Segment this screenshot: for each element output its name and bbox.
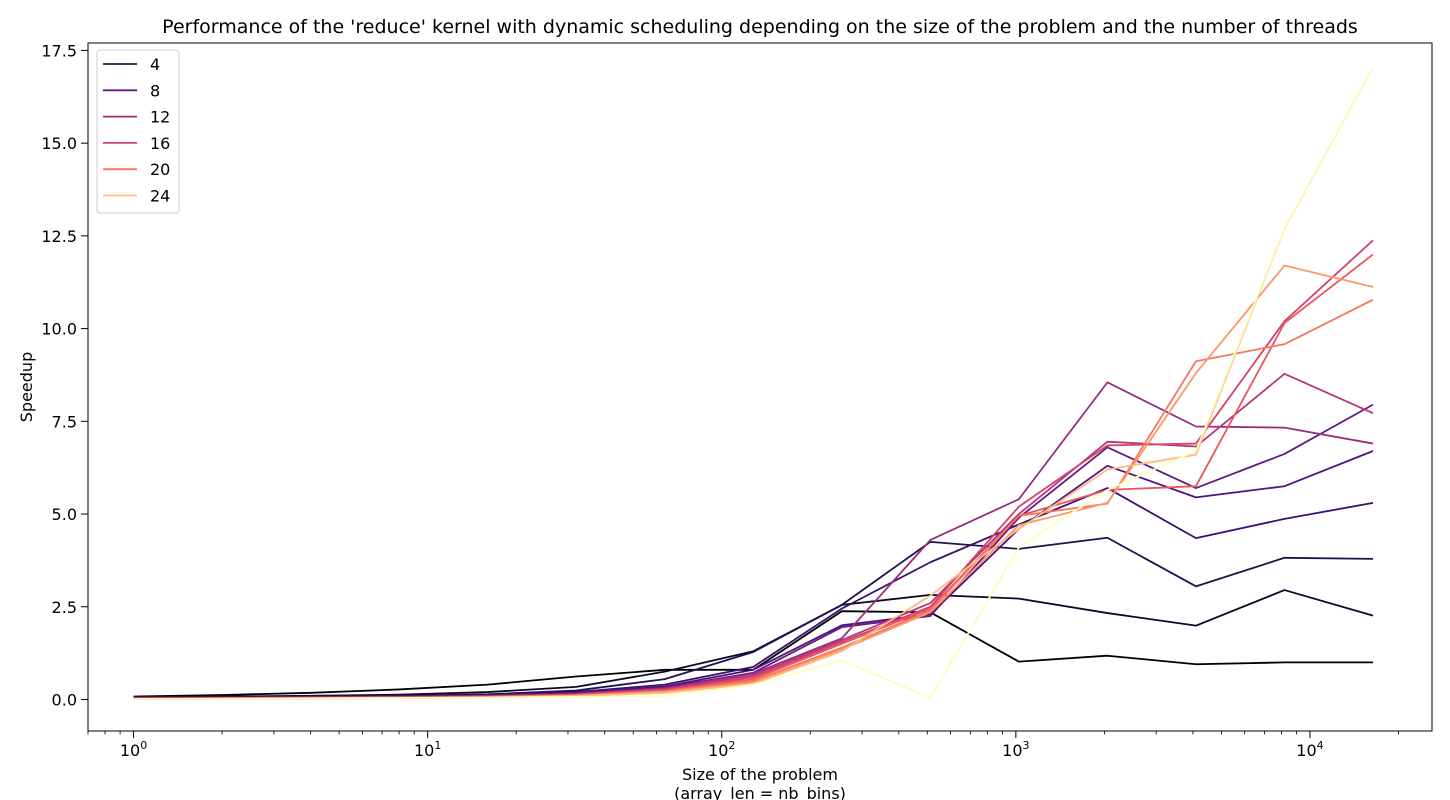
series-line xyxy=(133,66,1374,700)
y-tick-label: 12.5 xyxy=(41,227,77,246)
series-line xyxy=(133,239,1374,700)
plot-lines xyxy=(133,66,1374,700)
legend-label: 4 xyxy=(150,55,160,74)
y-axis-ticks: 0.0 2.5 5.0 7.5 10.0 12.5 15.0 17.5 xyxy=(41,41,88,709)
x-tick-label: 103 xyxy=(1002,739,1029,760)
series-line xyxy=(133,450,1374,699)
y-tick-label: 10.0 xyxy=(41,320,77,339)
series-line xyxy=(133,403,1374,699)
chart-title: Performance of the 'reduce' kernel with … xyxy=(162,16,1358,38)
series-line xyxy=(133,66,1374,700)
series-line xyxy=(133,264,1374,700)
y-tick-label: 17.5 xyxy=(41,41,77,60)
legend: 4 8 12 16 20 24 xyxy=(96,49,180,214)
x-axis-label-note: (array_len = nb_bins) xyxy=(674,784,846,800)
x-tick-label: 100 xyxy=(120,739,147,760)
y-tick-label: 5.0 xyxy=(52,505,77,524)
legend-label: 20 xyxy=(150,160,170,179)
legend-label: 12 xyxy=(150,108,170,127)
y-tick-label: 2.5 xyxy=(52,598,77,617)
x-axis-label: Size of the problem xyxy=(682,765,838,784)
x-tick-label: 102 xyxy=(708,739,735,760)
legend-label: 24 xyxy=(150,187,170,206)
legend-label: 8 xyxy=(150,81,160,100)
series-line xyxy=(133,487,1374,699)
y-tick-label: 7.5 xyxy=(52,412,77,431)
series-line xyxy=(133,253,1374,700)
y-tick-label: 15.0 xyxy=(41,134,77,153)
x-axis-ticks: 100 101 102 103 104 xyxy=(87,731,1399,760)
x-tick-label: 104 xyxy=(1296,739,1323,760)
y-axis-label: Speedup xyxy=(17,352,36,422)
series-line xyxy=(133,298,1374,700)
plot-frame xyxy=(87,42,1433,732)
y-tick-label: 0.0 xyxy=(52,690,77,709)
x-tick-label: 101 xyxy=(414,739,441,760)
legend-label: 16 xyxy=(150,134,170,153)
